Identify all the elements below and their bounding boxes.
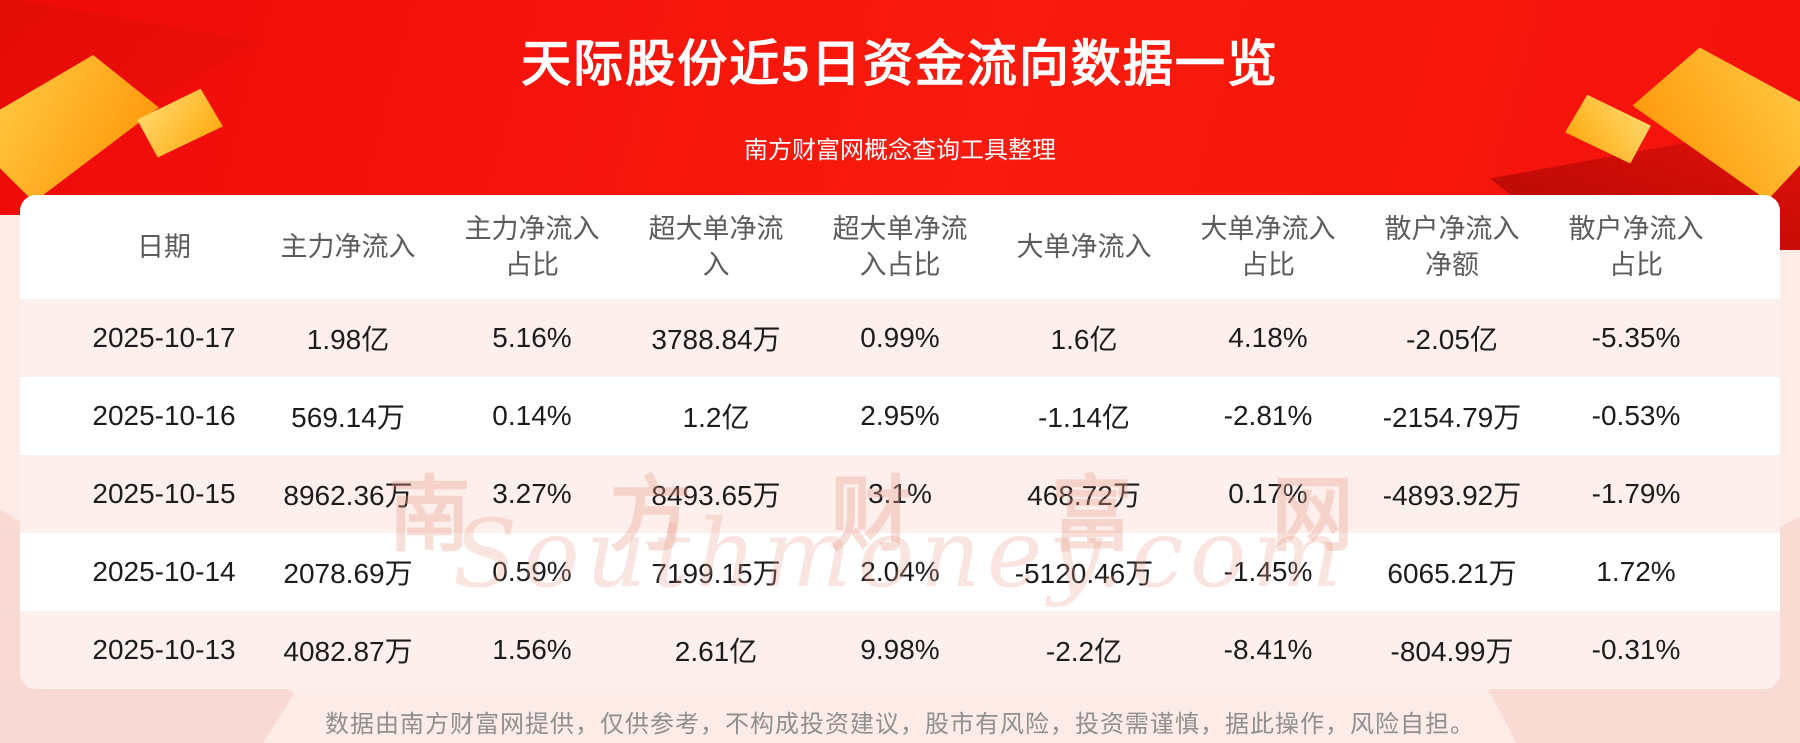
page-title: 天际股份近5日资金流向数据一览: [521, 36, 1279, 92]
table-row: 2025-10-14 2078.69万 0.59% 7199.15万 2.04% -512…: [20, 533, 1780, 611]
value-cell: 1.6亿: [1050, 324, 1118, 355]
date-cell: 2025-10-15: [92, 478, 236, 509]
value-cell: 0.14%: [492, 400, 572, 431]
value-cell: 1.72%: [1596, 556, 1676, 587]
table-header-row: 日期 主力净流入 主力净流入占比 超大单净流入 超大单净流入占比 大单净流入 大单净流入占比…: [20, 195, 1780, 299]
value-cell: -1.45%: [1223, 556, 1313, 587]
value-cell: 0.17%: [1228, 478, 1308, 509]
value-cell: -0.53%: [1591, 400, 1681, 431]
value-cell: -4893.92万: [1382, 480, 1522, 511]
value-cell: -2.2亿: [1045, 636, 1123, 667]
value-cell: 569.14万: [291, 402, 405, 433]
value-cell: -1.14亿: [1038, 402, 1130, 433]
value-cell: 8962.36万: [283, 480, 413, 511]
fund-flow-table: 日期 主力净流入 主力净流入占比 超大单净流入 超大单净流入占比 大单净流入 大单净流入占比…: [20, 195, 1780, 689]
value-cell: 7199.15万: [651, 558, 781, 589]
value-cell: 9.98%: [860, 634, 940, 665]
table-row: 2025-10-15 8962.36万 3.27% 8493.65万 3.1% 468.7…: [20, 455, 1780, 533]
value-cell: 5.16%: [492, 322, 572, 353]
value-cell: 1.98亿: [306, 324, 390, 355]
value-cell: -5120.46万: [1014, 558, 1154, 589]
value-cell: -0.31%: [1591, 634, 1681, 665]
value-cell: -804.99万: [1390, 636, 1514, 667]
value-cell: -2.81%: [1223, 400, 1313, 431]
table-row: 2025-10-16 569.14万 0.14% 1.2亿 2.95% -1.14亿 -2.…: [20, 377, 1780, 455]
value-cell: 468.72万: [1027, 480, 1141, 511]
value-cell: 1.2亿: [682, 402, 750, 433]
column-header: 主力净流入: [280, 231, 416, 262]
value-cell: -8.41%: [1223, 634, 1313, 665]
column-header: 主力净流入占比: [464, 213, 600, 280]
date-cell: 2025-10-17: [92, 322, 236, 353]
column-header: 超大单净流入占比: [832, 213, 968, 280]
value-cell: -1.79%: [1591, 478, 1681, 509]
value-cell: 2.61亿: [674, 636, 758, 667]
value-cell: -2154.79万: [1382, 402, 1522, 433]
value-cell: -2.05亿: [1406, 324, 1498, 355]
footer-disclaimer: 数据由南方财富网提供，仅供参考，不构成投资建议，股市有风险，投资需谨慎，据此操作…: [325, 711, 1475, 738]
table-row: 2025-10-17 1.98亿 5.16% 3788.84万 0.99% 1.6亿 4.1…: [20, 299, 1780, 377]
value-cell: 1.56%: [492, 634, 572, 665]
value-cell: 0.59%: [492, 556, 572, 587]
value-cell: 4.18%: [1228, 322, 1308, 353]
value-cell: -5.35%: [1591, 322, 1681, 353]
value-cell: 2.95%: [860, 400, 940, 431]
column-header: 日期: [137, 231, 191, 262]
data-card: 日期 主力净流入 主力净流入占比 超大单净流入 超大单净流入占比 大单净流入 大单净流入占比…: [20, 195, 1780, 689]
column-header: 超大单净流入: [648, 213, 784, 280]
column-header: 散户净流入净额: [1384, 213, 1520, 280]
value-cell: 3788.84万: [651, 324, 781, 355]
value-cell: 2.04%: [860, 556, 940, 587]
page-subtitle: 南方财富网概念查询工具整理: [744, 137, 1056, 164]
column-header: 散户净流入占比: [1568, 213, 1704, 280]
value-cell: 3.1%: [868, 478, 932, 509]
date-cell: 2025-10-13: [92, 634, 236, 665]
date-cell: 2025-10-16: [92, 400, 236, 431]
table-body: 2025-10-17 1.98亿 5.16% 3788.84万 0.99% 1.6亿 4.1…: [20, 299, 1780, 689]
date-cell: 2025-10-14: [92, 556, 236, 587]
value-cell: 4082.87万: [283, 636, 413, 667]
value-cell: 2078.69万: [283, 558, 413, 589]
value-cell: 6065.21万: [1387, 558, 1517, 589]
value-cell: 8493.65万: [651, 480, 781, 511]
value-cell: 0.99%: [860, 322, 940, 353]
column-header: 大单净流入: [1016, 231, 1152, 262]
value-cell: 3.27%: [492, 478, 572, 509]
column-header: 大单净流入占比: [1200, 213, 1336, 280]
table-row: 2025-10-13 4082.87万 1.56% 2.61亿 9.98% -2.2亿 -8…: [20, 611, 1780, 689]
